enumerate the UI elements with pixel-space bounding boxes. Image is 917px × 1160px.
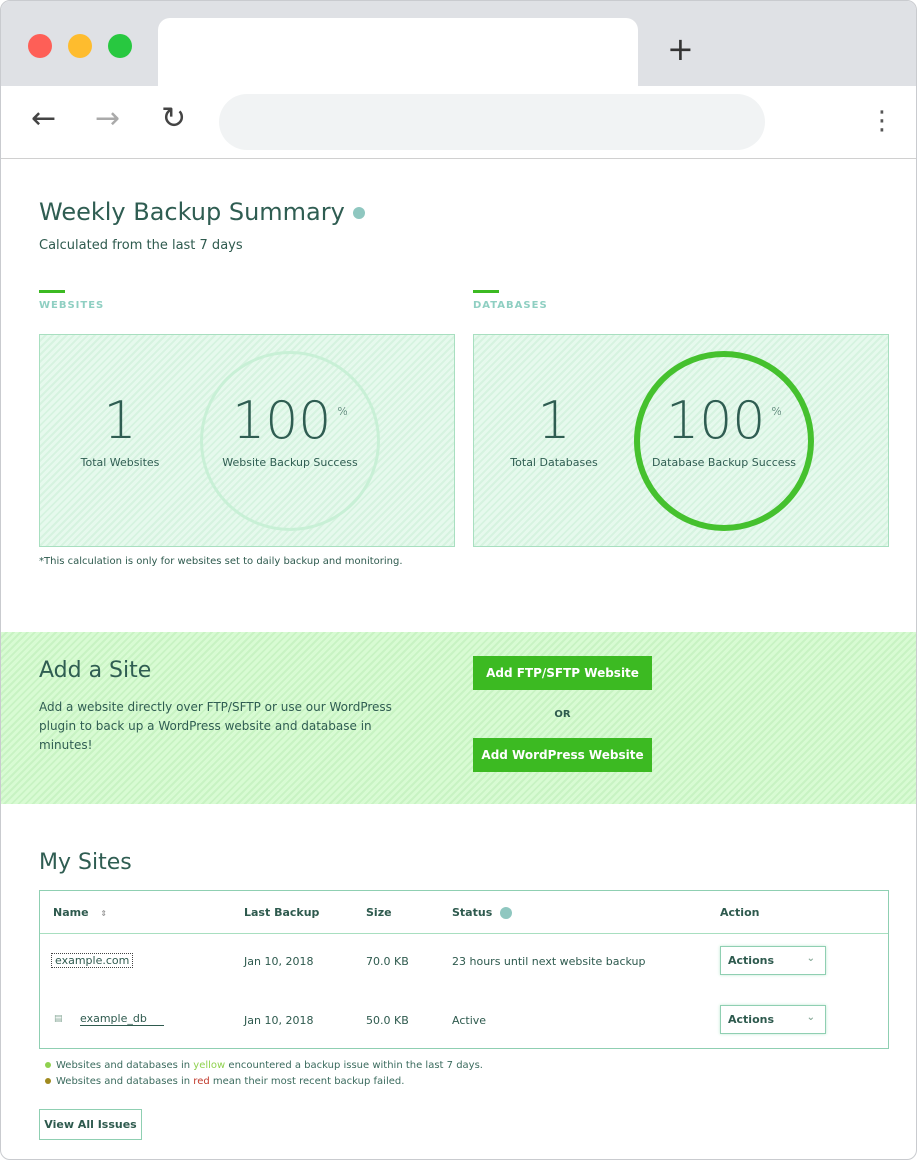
sort-icon[interactable]: ⇕ xyxy=(100,909,108,918)
legend-text: mean their most recent backup failed. xyxy=(209,1076,405,1087)
or-label: OR xyxy=(554,709,571,720)
column-action: Action xyxy=(720,906,760,919)
column-label: Status xyxy=(452,906,493,919)
legend-text: Websites and databases in xyxy=(56,1060,194,1071)
last-backup: Jan 10, 2018 xyxy=(244,955,314,968)
red-dot-icon xyxy=(45,1078,51,1084)
column-label: Name xyxy=(53,906,89,919)
browser-tab[interactable] xyxy=(158,18,638,88)
last-backup: Jan 10, 2018 xyxy=(244,1014,314,1027)
close-window-icon[interactable] xyxy=(28,34,52,58)
actions-dropdown[interactable]: Actions ⌄ xyxy=(720,1005,826,1034)
legend-text: encountered a backup issue within the la… xyxy=(225,1060,483,1071)
calculation-note: *This calculation is only for websites s… xyxy=(39,556,403,567)
legend-red: Websites and databases in red mean their… xyxy=(45,1076,404,1087)
forward-icon[interactable]: → xyxy=(95,101,121,136)
database-icon: ▤ xyxy=(54,1014,63,1024)
total-databases-value: 1 xyxy=(537,391,571,451)
value: 100 xyxy=(666,391,766,451)
websites-section-label: WEBSITES xyxy=(39,290,104,311)
chevron-down-icon: ⌄ xyxy=(806,1012,815,1023)
info-icon[interactable] xyxy=(352,207,365,219)
actions-dropdown[interactable]: Actions ⌄ xyxy=(720,946,826,975)
column-size: Size xyxy=(366,906,392,919)
status: 23 hours until next website backup xyxy=(452,955,646,968)
title-text: Weekly Backup Summary xyxy=(39,198,345,226)
yellow-dot-icon xyxy=(45,1062,51,1068)
reload-icon[interactable]: ↻ xyxy=(161,101,187,136)
database-success-label: Database Backup Success xyxy=(651,456,797,469)
back-icon[interactable]: ← xyxy=(31,101,57,136)
column-status: Status xyxy=(452,906,513,919)
add-site-section: Add a Site Add a website directly over F… xyxy=(1,632,916,804)
databases-section-label: DATABASES xyxy=(473,290,548,311)
column-last-backup: Last Backup xyxy=(244,906,320,919)
total-databases-label: Total Databases xyxy=(510,456,598,469)
add-site-description: Add a website directly over FTP/SFTP or … xyxy=(39,700,392,752)
value: 100 xyxy=(232,391,332,451)
legend-text: Websites and databases in xyxy=(56,1076,194,1087)
website-success-label: Website Backup Success xyxy=(222,456,358,469)
view-all-issues-button[interactable]: View All Issues xyxy=(39,1109,142,1140)
page-title: Weekly Backup Summary xyxy=(39,198,365,226)
site-name-link[interactable]: example.com xyxy=(51,953,134,968)
dropdown-label: Actions xyxy=(728,954,774,967)
add-ftp-website-button[interactable]: Add FTP/SFTP Website xyxy=(473,656,652,690)
status: Active xyxy=(452,1014,487,1027)
maximize-window-icon[interactable] xyxy=(108,34,132,58)
database-name-link[interactable]: example_db xyxy=(80,1012,164,1026)
legend-color-word: red xyxy=(193,1076,210,1087)
status-info-icon[interactable] xyxy=(500,907,513,919)
legend-color-word: yellow xyxy=(193,1060,226,1071)
header-divider xyxy=(40,933,888,934)
tab-strip: + xyxy=(1,1,916,88)
add-wordpress-website-button[interactable]: Add WordPress Website xyxy=(473,738,652,772)
minimize-window-icon[interactable] xyxy=(68,34,92,58)
website-success-value: 100% xyxy=(200,391,380,451)
percent-unit: % xyxy=(771,405,782,418)
chevron-down-icon: ⌄ xyxy=(806,953,815,964)
browser-toolbar: ← → ↻ ⋮ xyxy=(1,86,916,159)
address-bar[interactable] xyxy=(219,94,765,150)
total-websites-value: 1 xyxy=(103,391,137,451)
dropdown-label: Actions xyxy=(728,1013,774,1026)
my-sites-title: My Sites xyxy=(39,850,132,875)
subtitle: Calculated from the last 7 days xyxy=(39,238,243,253)
size: 50.0 KB xyxy=(366,1014,409,1027)
add-site-title: Add a Site xyxy=(39,658,152,683)
website-success-ring xyxy=(200,351,380,531)
legend-yellow: Websites and databases in yellow encount… xyxy=(45,1060,483,1071)
percent-unit: % xyxy=(337,405,348,418)
database-success-ring xyxy=(634,351,814,531)
kebab-menu-icon[interactable]: ⋮ xyxy=(869,106,895,136)
websites-card: 1 Total Websites 100% Website Backup Suc… xyxy=(39,334,455,547)
sites-table: Name ⇕ Last Backup Size Status Action ex… xyxy=(39,890,889,1049)
total-websites-label: Total Websites xyxy=(80,456,160,469)
size: 70.0 KB xyxy=(366,955,409,968)
new-tab-icon[interactable]: + xyxy=(667,30,694,68)
databases-card: 1 Total Databases 100% Database Backup S… xyxy=(473,334,889,547)
database-success-value: 100% xyxy=(634,391,814,451)
column-name[interactable]: Name ⇕ xyxy=(53,906,107,919)
